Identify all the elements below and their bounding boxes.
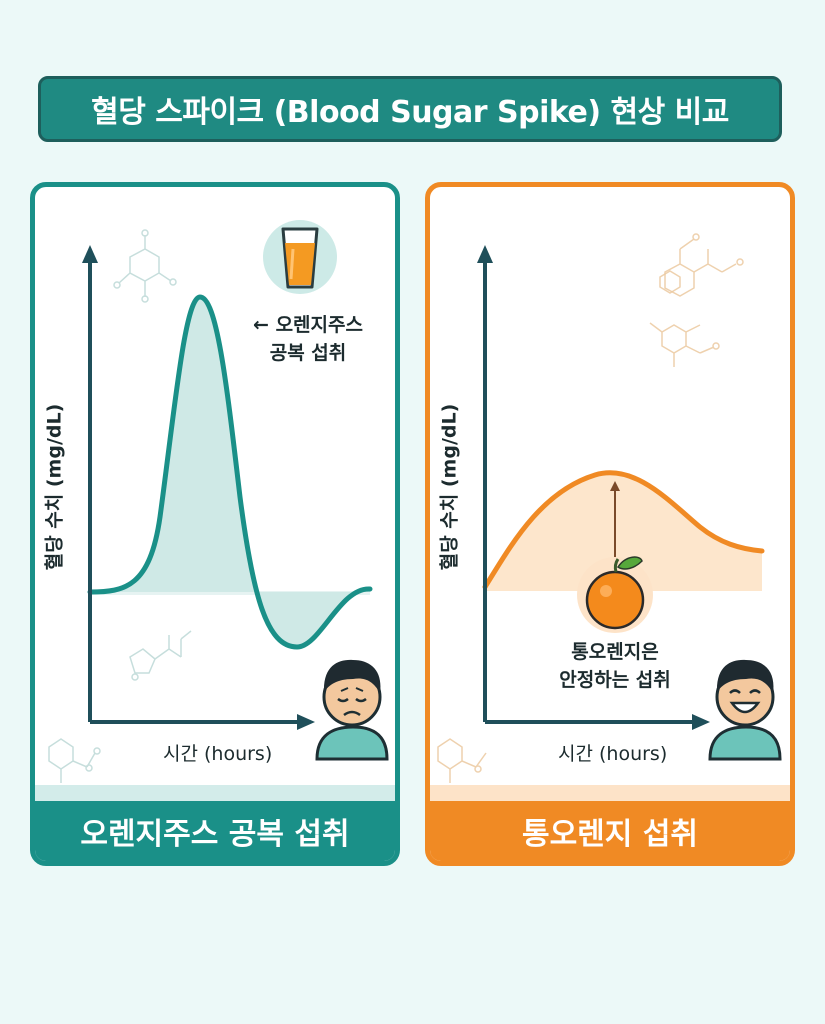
glucose-spike-area	[90, 297, 370, 647]
molecule-icon	[48, 738, 101, 783]
orange-fruit-icon	[577, 556, 653, 633]
orange-annotation-line2: 안정하는 섭취	[559, 669, 671, 691]
x-axis-label: 시간 (hours)	[163, 743, 273, 765]
y-axis-label: 혈당 수치 (mg/dL)	[43, 403, 66, 571]
orange-to-curve-arrowhead	[610, 481, 620, 491]
glucose-spike-line	[87, 294, 373, 650]
orange-juice-glass-icon	[263, 220, 337, 294]
x-axis-arrow	[297, 714, 315, 730]
juice-annotation-line1: ← 오렌지주스	[253, 314, 363, 336]
molecule-icon	[664, 233, 744, 297]
juice-annotation: ← 오렌지주스 공복 섭취	[223, 311, 393, 367]
whole-orange-glucose-curve-chart	[437, 233, 782, 783]
molecule-icon	[649, 270, 720, 367]
x-axis-arrow	[692, 714, 710, 730]
sad-person-icon	[315, 659, 389, 761]
juice-panel: 혈당 수치 (mg/dL) ← 오렌지주스 공복 섭취 시간 (hours) 오…	[30, 182, 400, 866]
y-axis-arrow	[477, 245, 493, 263]
juice-annotation-line2: 공복 섭취	[269, 342, 347, 364]
molecule-icon	[113, 229, 177, 303]
glucose-gentle-line	[482, 470, 765, 590]
orange-annotation: 통오렌지은 안정하는 섭취	[525, 638, 705, 694]
panel-strip	[35, 785, 395, 801]
happy-person-icon	[708, 659, 782, 761]
juice-panel-footer: 오렌지주스 공복 섭취	[35, 801, 395, 861]
page-title: 혈당 스파이크 (Blood Sugar Spike) 현상 비교	[38, 76, 782, 142]
whole-orange-panel: 혈당 수치 (mg/dL) 통오렌지은 안정하는 섭취 시간 (hours) 통…	[425, 182, 795, 866]
whole-orange-panel-footer: 통오렌지 섭취	[430, 801, 790, 861]
orange-annotation-line1: 통오렌지은	[571, 641, 659, 663]
juice-glucose-curve-chart	[48, 220, 389, 783]
molecule-icon	[437, 738, 487, 783]
baseline-band	[90, 591, 370, 595]
molecule-icon	[129, 630, 192, 681]
y-axis-arrow	[82, 245, 98, 263]
x-axis-label: 시간 (hours)	[558, 743, 668, 765]
y-axis-label: 혈당 수치 (mg/dL)	[438, 403, 461, 571]
panel-strip	[430, 785, 790, 801]
glucose-gentle-area	[485, 472, 762, 591]
